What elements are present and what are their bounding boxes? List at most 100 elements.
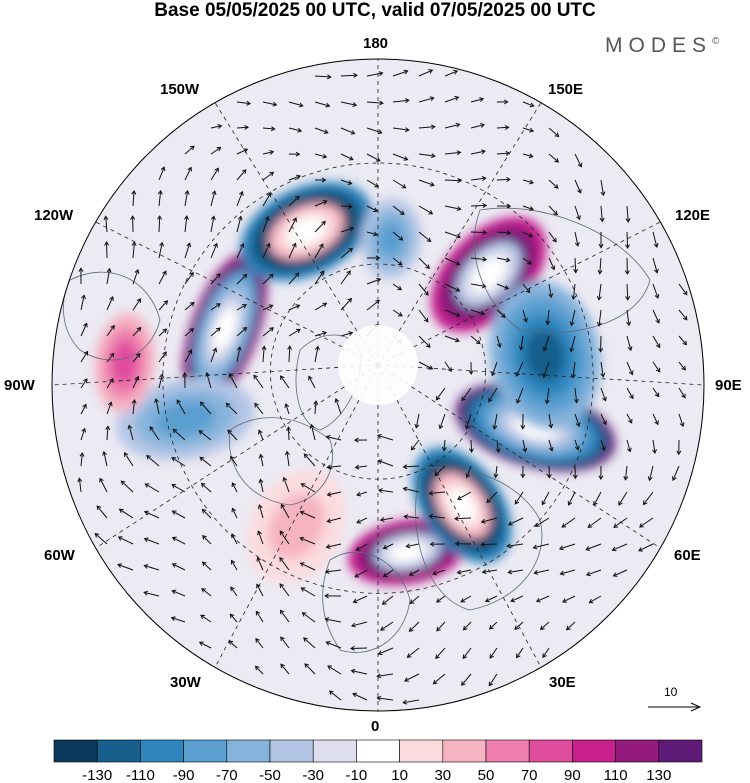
wind-vector (171, 536, 186, 545)
wind-vector (522, 309, 528, 323)
meridian-line (377, 364, 704, 386)
wind-vector (256, 556, 264, 571)
wind-vector (489, 647, 498, 659)
lon-label-30e: 30E (549, 674, 576, 691)
colorbar-swatch (528, 739, 573, 763)
wind-vector (199, 401, 212, 415)
wind-vector (288, 272, 300, 285)
wind-vector (130, 215, 136, 233)
wind-vector (548, 127, 560, 138)
wind-vector (231, 533, 238, 545)
wind-vector (558, 543, 576, 551)
wind-vector (545, 309, 551, 326)
wind-vector (366, 100, 384, 106)
wind-vector (377, 488, 394, 494)
wind-vector (356, 517, 368, 524)
wind-vector (444, 283, 461, 292)
lon-label-120e: 120E (675, 207, 711, 224)
wind-vector (262, 192, 272, 207)
wind-vector (105, 425, 111, 441)
wind-vector (324, 617, 342, 623)
wind-vector (380, 621, 394, 631)
wind-vector (598, 335, 604, 353)
wind-vector (176, 399, 186, 415)
page-title: Base 05/05/2025 00 UTC, valid 07/05/2025… (154, 0, 596, 21)
wind-vector (143, 510, 160, 519)
colorbar-swatch (572, 739, 616, 763)
wind-vector (593, 491, 602, 506)
wind-vector (80, 322, 88, 337)
wind-vector (638, 517, 654, 528)
wind-vector (303, 637, 316, 649)
wind-vector (402, 486, 420, 493)
wind-vector (624, 257, 630, 275)
anomaly-contour (377, 221, 404, 257)
wind-vector (279, 556, 290, 571)
wind-vector (340, 203, 353, 209)
lon-label-30w: 30W (170, 674, 201, 691)
wind-vector (210, 146, 222, 155)
wind-vector (299, 510, 316, 519)
wind-vector (678, 387, 686, 399)
wind-vector (118, 508, 134, 519)
wind-vector (78, 267, 84, 285)
wind-vector (301, 612, 316, 623)
wind-vector (600, 387, 607, 402)
wind-vector (516, 387, 524, 404)
wind-vector (541, 491, 550, 506)
wind-vector (392, 231, 404, 241)
wind-vector (143, 590, 160, 597)
wind-vector (510, 595, 524, 603)
wind-vector (258, 478, 264, 493)
wind-vector (444, 150, 462, 156)
wind-vector (366, 277, 382, 285)
wind-vector (596, 283, 602, 301)
wind-vector (588, 595, 602, 604)
wind-vector (258, 453, 264, 467)
wind-vector (182, 371, 188, 389)
wind-vector (350, 645, 368, 651)
wind-vector (202, 535, 212, 545)
meridian-line (377, 102, 542, 366)
wind-vector (574, 413, 581, 428)
anomaly-shading (94, 181, 616, 586)
wind-vector (596, 309, 602, 327)
wind-vector (626, 309, 632, 327)
wind-vector (546, 465, 552, 479)
wind-vector (441, 439, 447, 452)
wind-vector (406, 647, 420, 658)
coastlines (63, 207, 651, 653)
colorbar-swatch (356, 739, 400, 763)
wind-vector (418, 205, 434, 215)
wind-vector (255, 610, 264, 623)
wind-vector (280, 503, 290, 519)
wind-vector (354, 569, 368, 578)
wind-vector (402, 464, 420, 470)
wind-vector (514, 621, 524, 630)
wind-vector (366, 255, 381, 261)
wind-vector (418, 153, 436, 159)
wind-vector (236, 304, 247, 311)
wind-vector (225, 402, 238, 415)
wind-vector (366, 71, 384, 77)
wind-vector (392, 205, 405, 216)
wind-vector (236, 100, 252, 106)
wind-vector (652, 413, 659, 426)
wind-vector (418, 335, 431, 348)
wind-vector (392, 283, 403, 291)
wind-vector (132, 352, 141, 363)
wind-vector (548, 179, 559, 189)
colorbar-swatch (658, 739, 703, 763)
wind-vector (236, 346, 242, 363)
reference-vector-label: 10 (664, 685, 678, 699)
wind-vector (522, 439, 528, 453)
wind-vector (522, 127, 535, 133)
wind-vector (444, 178, 462, 184)
wind-vector (288, 242, 297, 259)
wind-vector (462, 647, 472, 660)
wind-vector (340, 179, 353, 185)
wind-vector (626, 413, 633, 424)
wind-vector (314, 101, 331, 108)
wind-vector (288, 174, 302, 181)
wind-vector (314, 345, 320, 363)
